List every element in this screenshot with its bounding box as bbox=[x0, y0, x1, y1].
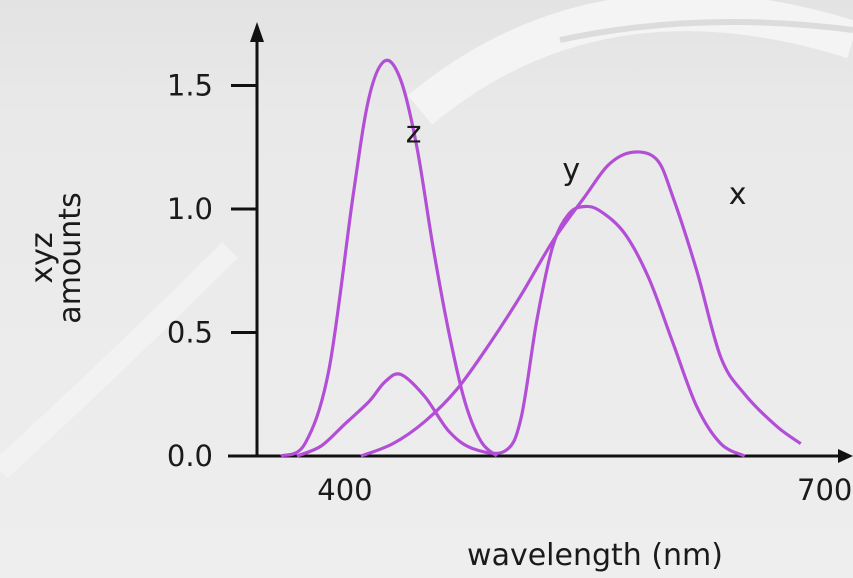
curve-y bbox=[296, 204, 746, 458]
curve-label-x: x bbox=[729, 177, 747, 212]
curve-label-y: y bbox=[562, 152, 580, 187]
y-tick-label: 0.0 bbox=[167, 439, 213, 473]
x-axis-title: wavelength (nm) bbox=[467, 538, 723, 573]
y-tick-label: 1.5 bbox=[167, 69, 213, 103]
y-axis-arrow bbox=[250, 22, 264, 42]
x-axis-arrow bbox=[838, 449, 853, 463]
curve-z bbox=[280, 58, 498, 458]
x-tick-label: 400 bbox=[317, 473, 372, 507]
y-axis-title-group: xyz amounts bbox=[25, 192, 88, 323]
tick-group: 0.0 0.5 1.0 1.5 400 700 bbox=[167, 69, 852, 508]
x-tick-label: 700 bbox=[797, 473, 852, 507]
curve-label-group: z y x bbox=[406, 115, 747, 212]
curve-x bbox=[360, 150, 802, 458]
y-axis-title-line-2: amounts bbox=[53, 192, 88, 323]
y-tick-label: 1.0 bbox=[167, 192, 213, 226]
curve-label-z: z bbox=[406, 115, 422, 150]
y-tick-label: 0.5 bbox=[167, 316, 213, 350]
curve-group bbox=[280, 58, 802, 458]
y-axis-title-line-1: xyz bbox=[25, 232, 60, 283]
